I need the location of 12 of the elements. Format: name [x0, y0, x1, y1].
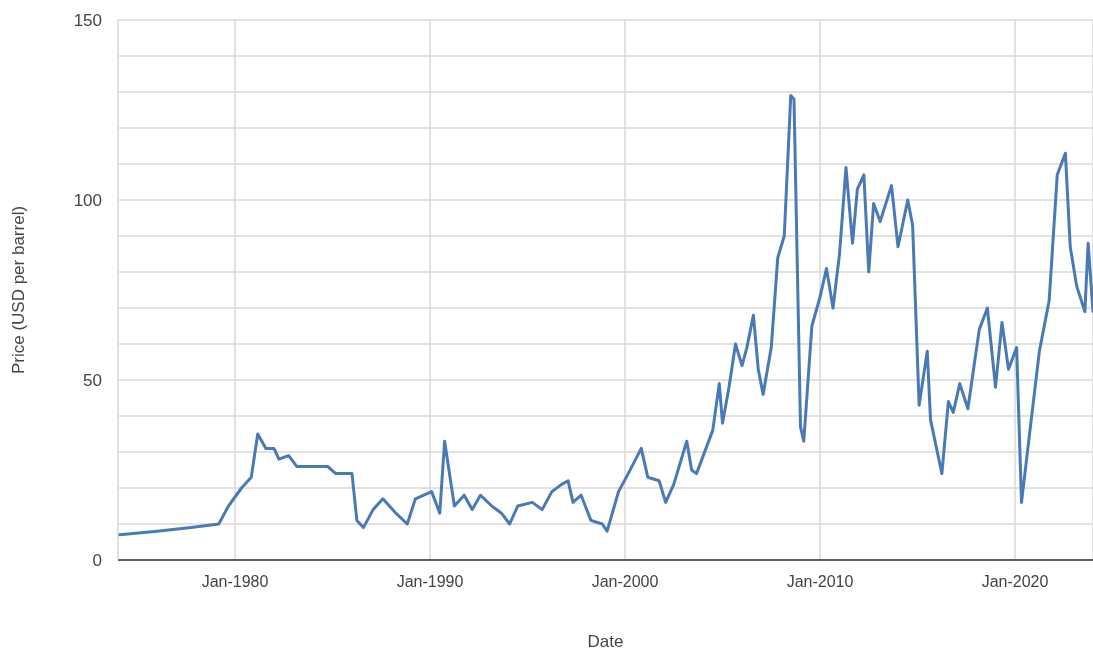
y-tick-label: 0	[92, 551, 102, 571]
x-tick-label: Jan-2000	[591, 573, 659, 591]
y-tick-label: 50	[83, 371, 102, 391]
y-tick-label: 100	[73, 191, 102, 211]
y-axis-title: Price (USD per barrel)	[9, 205, 29, 375]
x-tick-label: Jan-2020	[981, 573, 1049, 591]
x-axis-title: Date	[587, 632, 624, 651]
y-tick-label: 150	[73, 11, 102, 31]
x-tick-label: Jan-2010	[786, 573, 854, 591]
x-tick-label: Jan-1980	[201, 573, 269, 591]
x-tick-label: Jan-1990	[396, 573, 464, 591]
line-series	[118, 94, 1093, 537]
